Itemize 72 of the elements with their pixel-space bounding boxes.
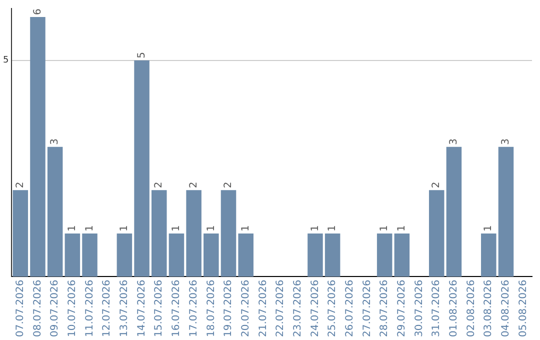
bar xyxy=(12,190,28,277)
x-tick-label: 25.07.2026 xyxy=(327,280,338,338)
x-tick-label: 01.08.2026 xyxy=(448,280,460,338)
x-tick-label: 16.07.2026 xyxy=(171,280,182,338)
data-label: 1 xyxy=(483,225,494,232)
x-tick-label: 12.07.2026 xyxy=(102,280,113,338)
x-tick-label: 05.08.2026 xyxy=(518,280,529,338)
bar xyxy=(47,146,63,277)
data-label: 1 xyxy=(310,225,321,232)
data-label: 2 xyxy=(188,182,200,188)
x-tick-label: 19.07.2026 xyxy=(223,280,234,338)
x-tick-label: 29.07.2026 xyxy=(396,280,408,338)
x-tick-label: 03.08.2026 xyxy=(483,280,494,338)
x-tick-label: 28.07.2026 xyxy=(379,280,390,338)
data-label: 3 xyxy=(50,138,61,145)
x-tick-label: 21.07.2026 xyxy=(258,280,269,338)
bar xyxy=(152,190,167,277)
data-label: 2 xyxy=(14,182,26,188)
bar xyxy=(30,17,46,277)
data-label: 2 xyxy=(223,182,234,188)
x-tick-label: 31.07.2026 xyxy=(431,280,442,338)
bar xyxy=(498,146,514,277)
x-tick-label: 17.07.2026 xyxy=(188,280,200,338)
bar xyxy=(376,233,392,277)
data-label: 1 xyxy=(171,225,182,232)
x-tick-label: 23.07.2026 xyxy=(292,280,304,338)
data-label: 5 xyxy=(136,52,148,58)
data-label: 3 xyxy=(448,138,460,145)
x-tick-label: 15.07.2026 xyxy=(154,280,165,338)
bar xyxy=(308,233,323,277)
bar xyxy=(428,190,444,277)
bar xyxy=(446,146,462,277)
bar xyxy=(324,233,340,277)
bar xyxy=(82,233,98,277)
data-label: 1 xyxy=(67,225,78,232)
bar xyxy=(186,190,202,277)
x-tick-label: 08.07.2026 xyxy=(32,280,44,338)
bar xyxy=(116,233,132,277)
x-tick-label: 20.07.2026 xyxy=(240,280,252,338)
x-tick-label: 14.07.2026 xyxy=(136,280,148,338)
data-label: 1 xyxy=(396,225,408,232)
x-tick-label: 26.07.2026 xyxy=(344,280,356,338)
data-label: 6 xyxy=(32,8,44,16)
x-tick-label: 18.07.2026 xyxy=(206,280,217,338)
x-tick-label: 10.07.2026 xyxy=(67,280,78,338)
bar xyxy=(168,233,184,277)
x-tick-label: 30.07.2026 xyxy=(414,280,425,338)
data-label: 2 xyxy=(431,182,442,188)
data-label: 2 xyxy=(154,182,165,188)
bar xyxy=(481,233,496,277)
x-tick-label: 02.08.2026 xyxy=(466,280,477,338)
data-label: 3 xyxy=(500,138,512,145)
bar xyxy=(394,233,410,277)
data-label: 1 xyxy=(379,225,390,232)
x-tick-label: 24.07.2026 xyxy=(310,280,321,338)
bar xyxy=(238,233,254,277)
x-tick-label: 11.07.2026 xyxy=(84,280,96,338)
bar xyxy=(64,233,80,277)
bar xyxy=(220,190,236,277)
bar xyxy=(204,233,219,277)
x-tick-label: 27.07.2026 xyxy=(362,280,373,338)
x-tick-label: 22.07.2026 xyxy=(275,280,286,338)
data-label: 1 xyxy=(84,225,96,232)
data-label: 1 xyxy=(327,225,338,232)
x-tick-label: 04.08.2026 xyxy=(500,280,512,338)
x-tick-label: 13.07.2026 xyxy=(119,280,130,338)
x-tick-label: 09.07.2026 xyxy=(50,280,61,338)
data-label: 1 xyxy=(206,225,217,232)
data-label: 1 xyxy=(240,225,252,232)
data-label: 1 xyxy=(119,225,130,232)
x-tick-label: 07.07.2026 xyxy=(14,280,26,338)
bar xyxy=(134,60,150,277)
